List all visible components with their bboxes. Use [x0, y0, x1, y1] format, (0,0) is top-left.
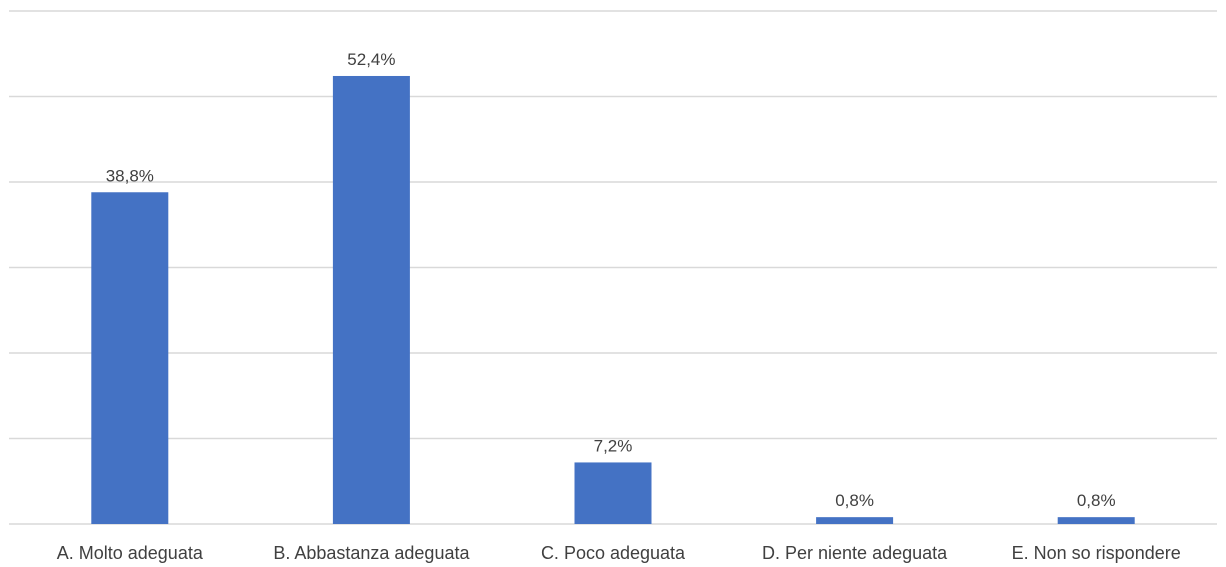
bar	[574, 462, 652, 524]
bars	[91, 75, 1135, 524]
x-tick-label: A. Molto adeguata	[57, 543, 204, 563]
bar-value-label: 52,4%	[347, 50, 395, 69]
x-axis-tick-labels: A. Molto adeguata B. Abbastanza adeguata C…	[57, 543, 1181, 563]
bar	[332, 75, 410, 524]
bar	[816, 517, 894, 524]
x-tick-label: E. Non so rispondere	[1012, 543, 1181, 563]
x-tick-label: C. Poco adeguata	[541, 543, 686, 563]
bar-value-label: 7,2%	[594, 436, 633, 455]
bar-value-label: 38,8%	[106, 166, 154, 185]
bar-value-label: 0,8%	[835, 491, 874, 510]
x-tick-label: D. Per niente adeguata	[762, 543, 948, 563]
x-tick-label: B. Abbastanza adeguata	[273, 543, 470, 563]
bar	[1057, 517, 1135, 524]
data-labels: 38,8% 52,4% 7,2% 0,8% 0,8%	[106, 50, 1116, 510]
gridlines	[9, 10, 1217, 525]
bar	[91, 192, 169, 524]
bar-value-label: 0,8%	[1077, 491, 1116, 510]
